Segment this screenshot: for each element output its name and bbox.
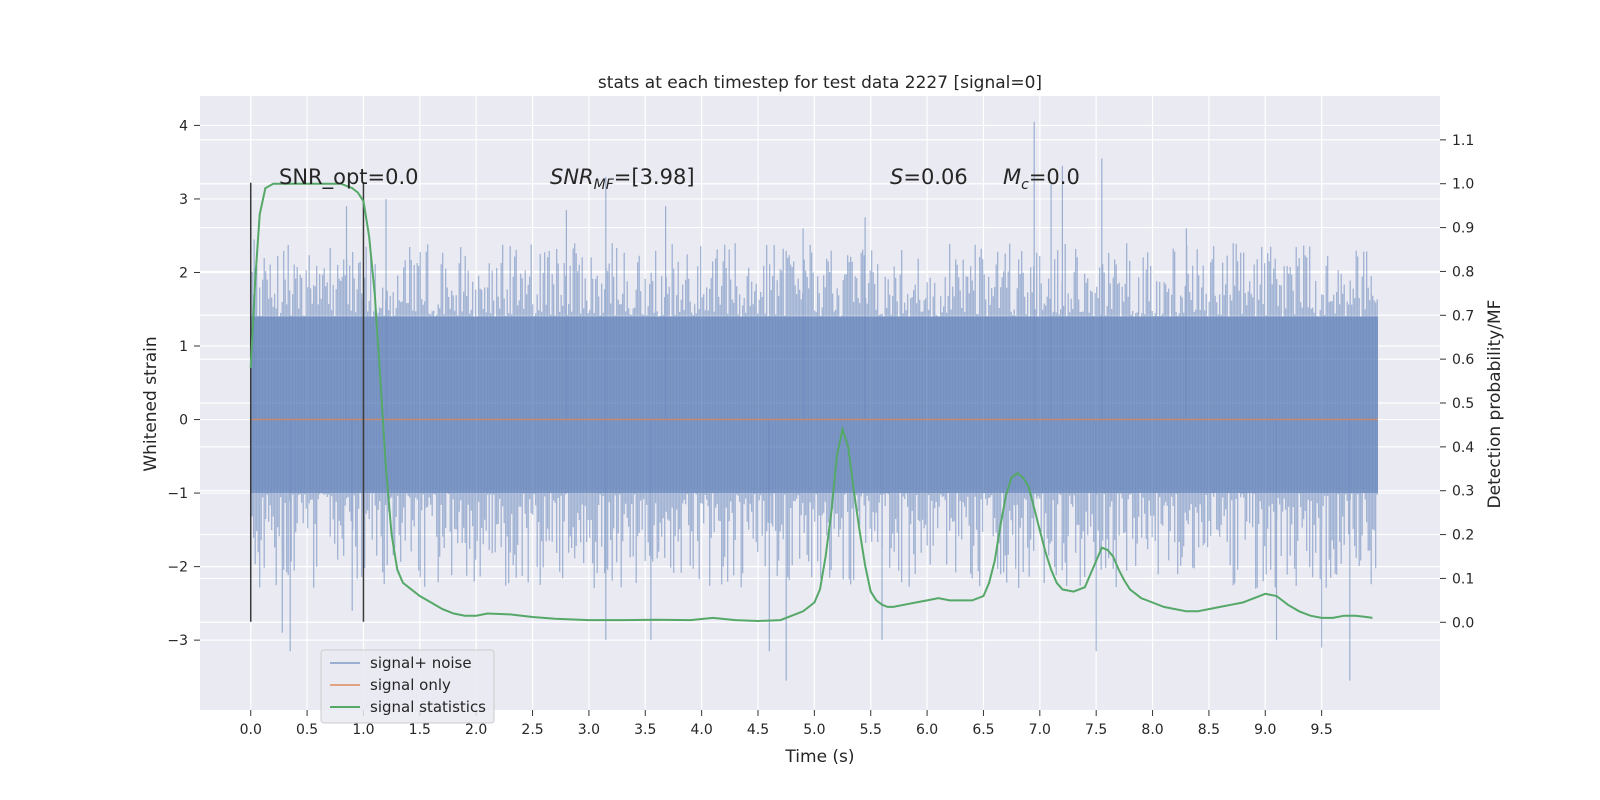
legend-label-statistics: signal statistics	[370, 698, 486, 716]
x-tick-label-3: 1.5	[409, 722, 431, 738]
y-right-tick-label-0: 0.0	[1452, 615, 1474, 631]
y-tick-label-6: 3	[179, 192, 188, 208]
x-tick-label-18: 9.0	[1254, 722, 1276, 738]
y-right-tick-label-10: 1.0	[1452, 177, 1474, 193]
y-right-tick-label-11: 1.1	[1452, 133, 1474, 149]
legend-box	[320, 649, 495, 724]
annotation-s: S=0.06	[890, 165, 968, 189]
y-tick-label-0: −3	[167, 633, 188, 649]
noise-series	[250, 121, 1378, 681]
x-tick-label-12: 6.0	[916, 722, 938, 738]
y-tick-label-7: 4	[179, 118, 188, 134]
signal-statistics-series	[249, 182, 1373, 623]
x-tick-label-8: 4.0	[691, 722, 713, 738]
annotation-snr-opt: SNR_opt=0.0	[279, 165, 419, 190]
chart-title: stats at each timestep for test data 222…	[598, 73, 1042, 93]
x-axis-label: Time (s)	[784, 747, 854, 767]
x-tick-label-9: 4.5	[747, 722, 769, 738]
x-tick-label-17: 8.5	[1198, 722, 1220, 738]
x-tick-label-14: 7.0	[1029, 722, 1051, 738]
x-tick-label-16: 8.0	[1141, 722, 1163, 738]
y-right-tick-label-1: 0.1	[1452, 571, 1474, 587]
y-axis-label: Whitened strain	[141, 336, 161, 471]
y-tick-label-1: −2	[167, 560, 188, 576]
y-right-tick-label-6: 0.6	[1452, 352, 1474, 368]
y-right-tick-label-5: 0.5	[1452, 396, 1474, 412]
x-tick-label-4: 2.0	[465, 722, 487, 738]
x-tick-label-2: 1.0	[352, 722, 374, 738]
annotation-mc: Mc=0.0	[1003, 165, 1080, 193]
x-tick-label-6: 3.0	[578, 722, 600, 738]
y-tick-label-4: 1	[179, 339, 188, 355]
x-tick-label-10: 5.0	[803, 722, 825, 738]
legend-label-noise: signal+ noise	[370, 654, 472, 672]
y-tick-label-5: 2	[179, 265, 188, 281]
x-tick-label-13: 6.5	[972, 722, 994, 738]
axes: 0.0 0.5 1.0 1.5 2.0 2.5 3.0 3.5 4.0 4.5 5.0 5.5 6.0 6…	[167, 118, 1474, 738]
x-tick-label-11: 5.5	[860, 722, 882, 738]
x-tick-label-0: 0.0	[240, 722, 262, 738]
y-tick-label-2: −1	[167, 486, 188, 502]
statistics-line	[249, 182, 1373, 623]
x-tick-label-15: 7.5	[1085, 722, 1107, 738]
legend-label-signal-only: signal only	[370, 676, 451, 694]
y-right-tick-label-7: 0.7	[1452, 308, 1474, 324]
y-right-tick-label-9: 0.9	[1452, 221, 1474, 237]
x-tick-label-19: 9.5	[1311, 722, 1333, 738]
x-tick-label-7: 3.5	[634, 722, 656, 738]
vertical-markers	[249, 182, 365, 622]
y-right-tick-label-4: 0.4	[1452, 440, 1474, 456]
y-right-tick-label-2: 0.2	[1452, 528, 1474, 544]
x-tick-label-5: 2.5	[521, 722, 543, 738]
legend: signal+ noise signal only signal statist…	[320, 649, 495, 724]
y-right-axis-label: Detection probability/MF	[1485, 300, 1505, 509]
y-tick-label-3: 0	[179, 413, 188, 429]
y-right-tick-label-3: 0.3	[1452, 484, 1474, 500]
y-right-tick-label-8: 0.8	[1452, 264, 1474, 280]
x-tick-label-1: 0.5	[296, 722, 318, 738]
annotation-snr-mf: SNRMF=[3.98]	[550, 165, 695, 193]
